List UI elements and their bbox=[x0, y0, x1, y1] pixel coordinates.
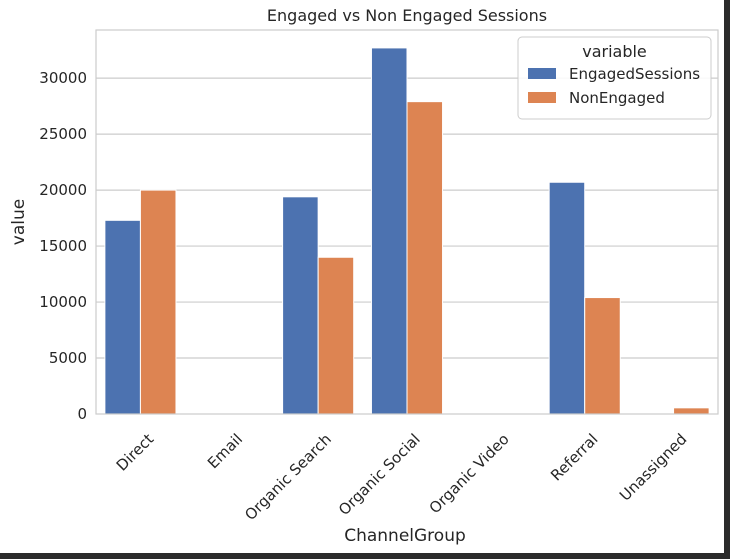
x-tick-label: Organic Video bbox=[426, 430, 513, 517]
legend-title: variable bbox=[582, 42, 647, 61]
bar-NonEngaged-Direct bbox=[139, 189, 177, 415]
plot-frame bbox=[95, 29, 719, 415]
chart-title: Engaged vs Non Engaged Sessions bbox=[267, 6, 547, 25]
y-tick-label: 10000 bbox=[39, 293, 87, 311]
legend-items: EngagedSessions NonEngaged bbox=[528, 65, 700, 107]
y-axis-ticks: 0 5000 10000 15000 20000 25000 30000 bbox=[39, 69, 87, 423]
legend-swatch bbox=[528, 68, 556, 79]
legend-box bbox=[517, 36, 712, 120]
bars bbox=[104, 47, 710, 415]
y-tick-label: 0 bbox=[77, 405, 87, 423]
y-axis-title: value bbox=[9, 199, 29, 245]
bar-EngagedSessions-Referral bbox=[548, 181, 586, 415]
bar-NonEngaged-Unassigned bbox=[673, 407, 710, 415]
y-tick-label: 30000 bbox=[39, 69, 87, 87]
y-tick-label: 15000 bbox=[39, 237, 87, 255]
x-tick-label: Email bbox=[204, 430, 246, 472]
legend-swatch bbox=[528, 92, 556, 103]
x-axis-title: ChannelGroup bbox=[344, 526, 466, 546]
y-tick-label: 25000 bbox=[39, 125, 87, 143]
x-tick-label: Direct bbox=[113, 430, 158, 475]
legend-label: NonEngaged bbox=[569, 89, 665, 107]
x-tick-label: Unassigned bbox=[616, 430, 690, 504]
legend-label: EngagedSessions bbox=[569, 65, 700, 83]
bar-NonEngaged-Organic-Search bbox=[317, 256, 355, 415]
bar-EngagedSessions-Organic-Search bbox=[282, 196, 319, 415]
bar-EngagedSessions-Organic-Social bbox=[370, 47, 408, 415]
legend: variable EngagedSessions NonEngaged bbox=[517, 36, 712, 120]
x-tick-label: Organic Search bbox=[241, 430, 335, 524]
y-tick-label: 20000 bbox=[39, 181, 87, 199]
x-tick-label: Referral bbox=[547, 430, 601, 484]
x-tick-label: Organic Social bbox=[335, 430, 424, 519]
y-tick-label: 5000 bbox=[49, 349, 87, 367]
bar-NonEngaged-Organic-Social bbox=[406, 101, 444, 415]
bar-NonEngaged-Referral bbox=[584, 297, 621, 415]
bar-EngagedSessions-Direct bbox=[104, 219, 141, 415]
